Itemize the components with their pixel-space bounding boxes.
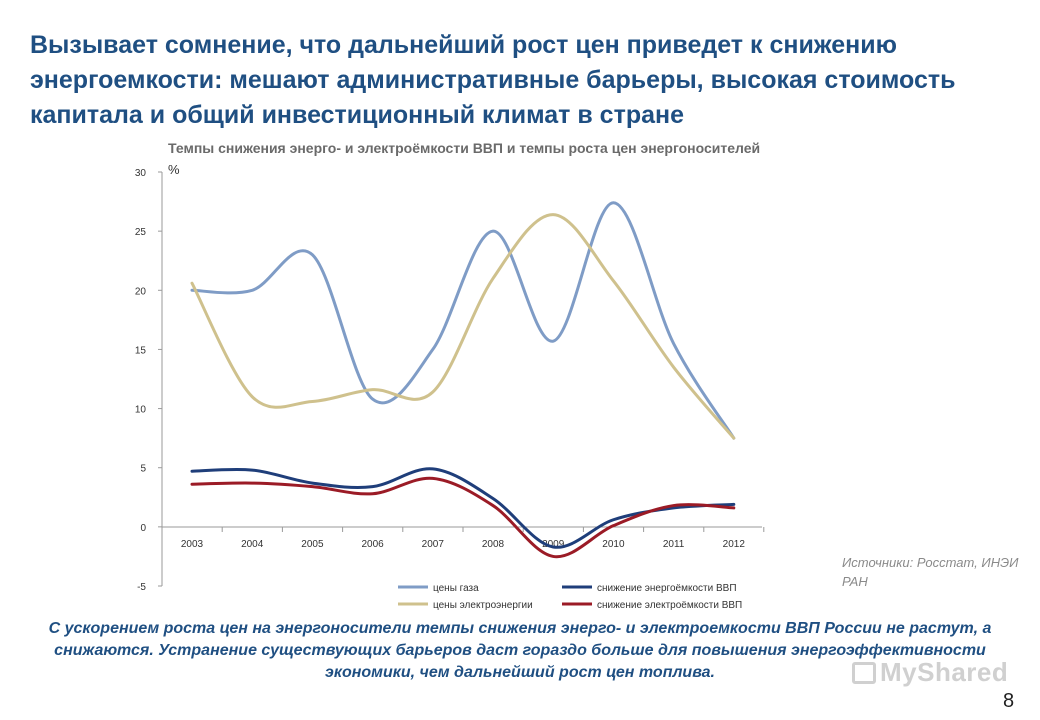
slide-title: Вызывает сомнение, что дальнейший рост ц… bbox=[30, 31, 956, 129]
watermark-icon bbox=[852, 662, 876, 684]
watermark-text: MyShared bbox=[880, 657, 1009, 687]
chart-title: Темпы снижения энерго- и электроёмкости … bbox=[168, 140, 761, 156]
x-tick-label: 2005 bbox=[301, 539, 324, 550]
watermark: MyShared bbox=[852, 657, 1008, 688]
legend-label-4: снижение электроёмкости ВВП bbox=[597, 600, 742, 611]
legend-label-1: цены газа bbox=[433, 583, 479, 594]
y-tick-label: 0 bbox=[140, 523, 146, 534]
x-tick-label: 2006 bbox=[361, 539, 384, 550]
y-tick-label: -5 bbox=[137, 582, 146, 593]
x-tick-label: 2004 bbox=[241, 539, 264, 550]
x-tick-label: 2008 bbox=[482, 539, 505, 550]
x-tick-label: 2012 bbox=[723, 539, 746, 550]
x-tick-label: 2010 bbox=[602, 539, 625, 550]
y-axis-unit-label: % bbox=[168, 162, 180, 177]
legend-label-3: снижение энергоёмкости ВВП bbox=[597, 583, 737, 594]
chart-legend: цены газа снижение энергоёмкости ВВП цены … bbox=[398, 583, 742, 611]
x-tick-label: 2009 bbox=[542, 539, 565, 550]
y-tick-label: 5 bbox=[140, 464, 146, 475]
y-tick-label: 15 bbox=[135, 345, 147, 356]
x-tick-label: 2011 bbox=[663, 539, 685, 550]
x-tick-label: 2007 bbox=[422, 539, 445, 550]
sources-note: Источники: Росстат, ИНЭИ РАН bbox=[842, 555, 1019, 589]
y-tick-label: 25 bbox=[135, 227, 147, 238]
series-line-1 bbox=[190, 201, 736, 440]
chart-series bbox=[190, 201, 736, 559]
y-tick-label: 20 bbox=[135, 286, 147, 297]
y-tick-label: 10 bbox=[135, 405, 147, 416]
conclusion-text: С ускорением роста цен на энергоносители… bbox=[48, 620, 992, 681]
y-tick-label: 30 bbox=[135, 168, 147, 179]
series-line-4 bbox=[190, 476, 736, 559]
chart-axes: -5 0 5 10 15 20 25 30 2003 2004 2005 2006 2007 2008 20… bbox=[135, 168, 765, 593]
x-tick-label: 2003 bbox=[181, 539, 204, 550]
series-line-2 bbox=[190, 213, 736, 440]
series-line-3 bbox=[190, 467, 736, 549]
legend-label-2: цены электроэнергии bbox=[433, 600, 533, 611]
page-number: 8 bbox=[1003, 690, 1015, 712]
